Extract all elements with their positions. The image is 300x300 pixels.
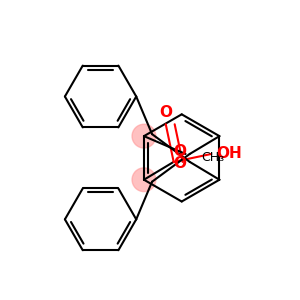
Text: OH: OH xyxy=(216,146,242,161)
Text: O: O xyxy=(159,105,172,120)
Text: O: O xyxy=(173,156,186,171)
Circle shape xyxy=(132,168,156,192)
Text: O: O xyxy=(173,145,186,160)
Circle shape xyxy=(132,124,156,148)
Text: CH₃: CH₃ xyxy=(201,152,224,164)
